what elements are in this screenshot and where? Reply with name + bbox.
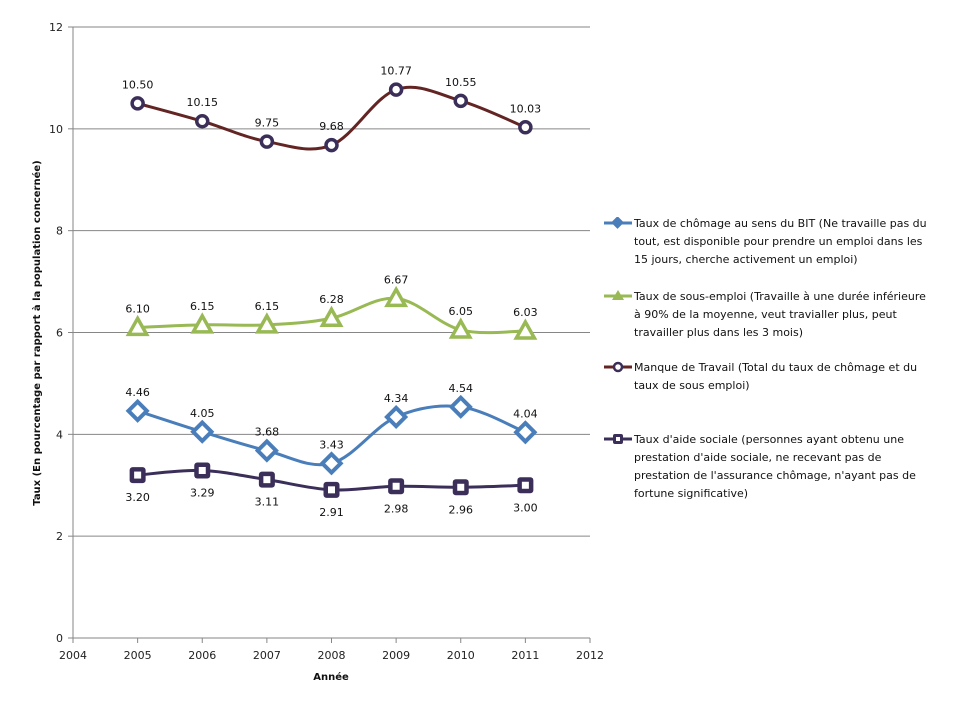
legend-item-manque-travail: Manque de Travail (Total du taux de chôm… [604,359,934,395]
data-point-triangle [448,317,473,339]
data-label: 2.96 [449,503,474,516]
data-point-diamond [190,419,215,444]
gridlines [73,26,590,537]
series-chomage [125,394,538,476]
series-manque-travail [130,82,533,153]
data-point-square-inner [328,486,335,494]
data-point-triangle [384,285,409,308]
data-label: 10.77 [380,65,412,78]
data-point-square-inner [457,483,465,491]
x-tick-label: 2005 [124,649,152,662]
data-point-triangle [190,312,215,334]
y-tick-label: 4 [56,428,63,441]
y-tick-label: 6 [56,327,63,340]
data-label: 4.46 [125,386,150,399]
legend-label: Taux de sous-emploi (Travaille à une dur… [634,290,926,339]
data-labels: 4.46 4.05 3.68 3.43 4.34 4.54 4.04 6.10 6.15 6.15… [122,65,541,519]
legend-label: Taux d'aide sociale (personnes ayant obt… [634,433,916,500]
x-tick-label: 2008 [318,649,346,662]
data-label: 10.55 [445,76,477,89]
data-label: 2.98 [384,502,409,515]
y-tick-label: 0 [56,632,63,645]
legend-label: Taux de chômage au sens du BIT (Ne trava… [634,217,927,266]
data-point-diamond [125,398,150,423]
data-point-square-inner [392,482,400,490]
x-tick-label: 2009 [382,649,410,662]
data-point-diamond [384,405,409,430]
data-label: 6.15 [255,300,280,313]
data-label: 4.05 [190,407,215,420]
legend-item-sous-emploi: Taux de sous-emploi (Travaille à une dur… [604,288,934,342]
data-point-circle [518,120,533,135]
x-tick-label: 2011 [511,649,539,662]
series-sous-emploi [125,285,538,340]
data-point-square-inner [134,471,142,479]
x-tick-label: 2006 [188,649,216,662]
series-aide-sociale [129,462,534,498]
data-point-circle [130,96,145,111]
axes [68,26,591,643]
data-label: 6.03 [513,306,538,319]
data-label: 4.54 [449,382,474,395]
data-point-circle [259,134,275,149]
y-tick-label: 12 [49,21,63,34]
data-point-square-inner [198,466,206,474]
legend-item-chomage: Taux de chômage au sens du BIT (Ne trava… [604,215,934,269]
square-marker-icon [604,434,632,444]
data-point-triangle [319,305,344,327]
data-label: 3.43 [319,438,344,451]
data-label: 9.75 [255,117,280,130]
diamond-marker-icon [604,217,632,229]
data-point-circle [388,82,404,97]
data-point-square-inner [263,476,271,484]
legend-item-aide-sociale: Taux d'aide sociale (personnes ayant obt… [604,431,934,503]
data-label: 6.28 [319,293,344,306]
series-group [125,82,538,498]
data-label: 6.05 [449,305,474,318]
x-axis-title: Année [313,671,349,683]
data-point-diamond [254,438,279,463]
data-label: 6.67 [384,273,409,286]
data-point-diamond [448,394,473,419]
data-label: 4.04 [513,407,538,420]
data-label: 3.68 [255,426,280,439]
data-label: 3.11 [255,496,280,509]
circle-marker-icon [604,361,632,373]
triangle-marker-icon [604,290,632,300]
legend-label: Manque de Travail (Total du taux de chôm… [634,361,918,392]
y-axis-title: Taux (En pourcentage par rapport à la po… [31,160,43,505]
x-tick-label: 2007 [253,649,281,662]
data-point-triangle [254,312,279,334]
data-label: 3.20 [125,491,150,504]
data-label: 3.00 [513,501,538,514]
x-tick-label: 2004 [59,649,87,662]
data-label: 6.10 [125,302,150,315]
data-label: 10.50 [122,78,154,91]
x-tick-labels: 2004 2005 2006 2007 2008 2009 2010 2011 2012 [59,649,604,662]
data-point-diamond [319,451,344,476]
data-point-circle [195,113,210,129]
data-point-square-inner [521,481,529,489]
x-tick-label: 2012 [576,649,604,662]
y-tick-label: 8 [56,225,63,238]
x-tick-label: 2010 [447,649,475,662]
data-point-circle [453,93,468,109]
data-label: 2.91 [319,506,344,519]
y-tick-label: 10 [49,123,63,136]
data-label: 9.68 [319,120,344,133]
data-label: 10.03 [510,102,542,115]
data-point-triangle [125,314,150,337]
data-label: 6.15 [190,300,215,313]
data-label: 4.34 [384,392,409,405]
data-label: 10.15 [187,96,219,109]
data-point-triangle [513,318,538,340]
y-tick-label: 2 [56,530,63,543]
y-tick-labels: 0 2 4 6 8 10 12 [49,21,63,645]
data-point-circle [324,137,339,153]
data-point-diamond [513,420,538,445]
data-label: 3.29 [190,486,215,499]
